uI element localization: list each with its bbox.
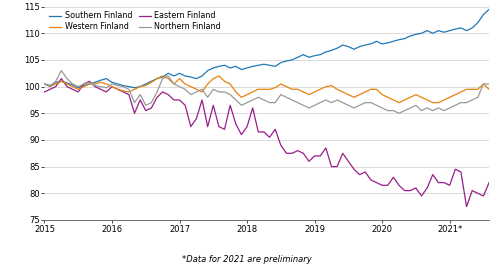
Line: Northern Finland: Northern Finland (44, 70, 489, 113)
Southern Finland (441, 31, 447, 34)
Western Finland (447, 96, 453, 99)
Western Finland (312, 90, 318, 94)
Western Finland (334, 88, 340, 91)
Eastern Finland (486, 181, 492, 184)
Western Finland (317, 88, 323, 91)
Western Finland (41, 82, 47, 86)
Northern Finland (317, 101, 323, 104)
Eastern Finland (334, 165, 340, 168)
Eastern Finland (463, 205, 469, 208)
Line: Eastern Finland: Eastern Finland (44, 79, 489, 207)
Northern Finland (351, 106, 357, 109)
Northern Finland (41, 82, 47, 86)
Northern Finland (486, 82, 492, 86)
Western Finland (486, 88, 492, 91)
Eastern Finland (312, 154, 318, 157)
Eastern Finland (244, 125, 250, 128)
Northern Finland (447, 106, 453, 109)
Eastern Finland (58, 77, 64, 80)
Eastern Finland (441, 181, 447, 184)
Western Finland (351, 96, 357, 99)
Southern Finland (312, 54, 318, 57)
Eastern Finland (317, 154, 323, 157)
Western Finland (160, 74, 165, 78)
Southern Finland (75, 86, 81, 89)
Northern Finland (312, 104, 318, 107)
Southern Finland (244, 66, 250, 69)
Northern Finland (58, 69, 64, 72)
Eastern Finland (351, 168, 357, 171)
Northern Finland (244, 101, 250, 104)
Eastern Finland (41, 90, 47, 94)
Western Finland (396, 101, 402, 104)
Southern Finland (351, 48, 357, 51)
Northern Finland (334, 98, 340, 101)
Line: Southern Finland: Southern Finland (44, 9, 489, 88)
Northern Finland (396, 112, 402, 115)
Southern Finland (486, 8, 492, 11)
Southern Finland (334, 47, 340, 50)
Western Finland (244, 93, 250, 96)
Line: Western Finland: Western Finland (44, 76, 489, 103)
Southern Finland (317, 53, 323, 56)
Text: *Data for 2021 are preliminary: *Data for 2021 are preliminary (182, 255, 312, 264)
Southern Finland (41, 82, 47, 86)
Legend: Southern Finland, Western Finland, Eastern Finland, Northern Finland: Southern Finland, Western Finland, Easte… (48, 11, 221, 32)
